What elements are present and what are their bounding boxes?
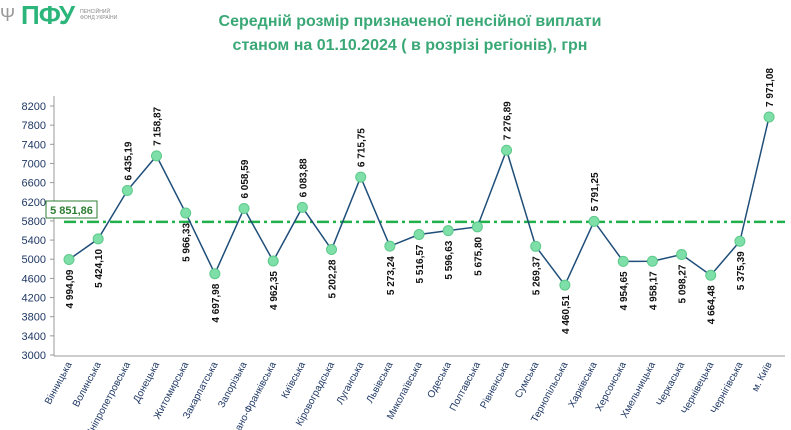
y-tick-label: 3800 bbox=[22, 312, 46, 324]
data-label: 7 971,08 bbox=[765, 68, 776, 107]
x-tick-label: Донецька bbox=[131, 360, 162, 405]
logo-mark: ПФУ bbox=[21, 0, 75, 30]
data-label: 5 273,24 bbox=[386, 256, 397, 295]
x-tick-label: Одеська bbox=[426, 360, 454, 400]
data-point bbox=[705, 269, 717, 281]
data-point bbox=[646, 255, 658, 267]
y-tick-label: 7800 bbox=[22, 120, 46, 132]
data-label: 6 058,59 bbox=[240, 159, 251, 198]
data-label: 4 994,09 bbox=[65, 269, 76, 308]
data-label: 5 098,27 bbox=[678, 264, 689, 303]
logo-text: ПЕНСІЙНИЙ ФОНД УКРАЇНИ bbox=[80, 9, 118, 21]
x-tick-label: м. Київ bbox=[750, 360, 775, 393]
x-tick-label: Луганська bbox=[335, 360, 367, 407]
x-tick-label: Сумська bbox=[513, 360, 541, 400]
data-point bbox=[763, 111, 775, 123]
data-label: 4 962,35 bbox=[269, 271, 280, 310]
data-point bbox=[734, 235, 746, 247]
y-tick-label: 5800 bbox=[22, 216, 46, 228]
data-label: 5 375,39 bbox=[736, 251, 747, 290]
x-tick-label: Харківська bbox=[567, 360, 600, 410]
data-label: 4 460,51 bbox=[561, 295, 572, 334]
y-tick-label: 3000 bbox=[22, 350, 46, 362]
data-point bbox=[151, 150, 163, 162]
x-tick-label: Київська bbox=[280, 360, 309, 401]
data-point bbox=[530, 240, 542, 252]
data-point bbox=[92, 233, 104, 245]
data-point bbox=[413, 228, 425, 240]
x-tick-label: Львівська bbox=[365, 360, 396, 405]
pfu-logo: Ψ ПФУ ПЕНСІЙНИЙ ФОНД УКРАЇНИ bbox=[0, 0, 120, 30]
data-point bbox=[326, 244, 338, 256]
average-label-box bbox=[45, 200, 98, 219]
data-point bbox=[442, 225, 454, 237]
average-label: 5 851,86 bbox=[50, 205, 93, 217]
data-point bbox=[559, 279, 571, 291]
y-tick-label: 3400 bbox=[22, 331, 46, 343]
data-point bbox=[588, 215, 600, 227]
y-tick-label: 6600 bbox=[22, 178, 46, 190]
data-label: 7 276,89 bbox=[503, 101, 514, 140]
data-label: 6 083,88 bbox=[298, 158, 309, 197]
data-label: 5 424,10 bbox=[94, 248, 105, 287]
data-point bbox=[296, 201, 308, 213]
data-label: 5 791,25 bbox=[590, 172, 601, 211]
data-label: 4 664,48 bbox=[707, 285, 718, 324]
y-tick-label: 4200 bbox=[22, 293, 46, 305]
data-label: 5 202,28 bbox=[328, 259, 339, 298]
data-label: 7 158,87 bbox=[153, 106, 164, 145]
data-label: 4 697,98 bbox=[211, 283, 222, 322]
x-tick-label: Волинська bbox=[71, 360, 104, 409]
y-tick-label: 7000 bbox=[22, 158, 46, 170]
x-tick-label: Вінницька bbox=[43, 360, 75, 407]
data-point bbox=[209, 268, 221, 280]
y-tick-label: 7400 bbox=[22, 139, 46, 151]
data-point bbox=[471, 221, 483, 233]
data-label: 6 435,19 bbox=[123, 141, 134, 180]
title-line-1: Середній розмір призначеної пенсійної ви… bbox=[218, 13, 602, 30]
data-point bbox=[501, 144, 513, 156]
title-line-2: станом на 01.10.2024 ( в розрізі регіоні… bbox=[232, 37, 588, 54]
y-tick-label: 5400 bbox=[22, 235, 46, 247]
data-point bbox=[676, 249, 688, 261]
data-point bbox=[238, 203, 250, 215]
data-label: 4 954,65 bbox=[619, 271, 630, 310]
data-point bbox=[63, 254, 75, 266]
data-label: 5 596,63 bbox=[444, 240, 455, 279]
data-point bbox=[384, 240, 396, 252]
x-tick-label: Запорізька bbox=[216, 360, 250, 410]
data-label: 5 269,37 bbox=[532, 256, 543, 295]
data-label: 5 966,33 bbox=[182, 223, 193, 262]
x-tick-label: Черкаська bbox=[655, 360, 688, 408]
y-tick-label: 8200 bbox=[22, 101, 46, 113]
y-tick-label: 4600 bbox=[22, 273, 46, 285]
x-tick-label: Рівненська bbox=[478, 360, 512, 411]
trident-icon: Ψ bbox=[0, 4, 16, 25]
chart-title: Середній розмір призначеної пенсійної ви… bbox=[180, 10, 640, 58]
data-label: 6 715,75 bbox=[357, 128, 368, 167]
y-tick-label: 5000 bbox=[22, 254, 46, 266]
data-point bbox=[121, 185, 133, 197]
data-point bbox=[180, 207, 192, 219]
data-point bbox=[617, 255, 629, 267]
data-point bbox=[267, 255, 279, 267]
data-point bbox=[355, 171, 367, 183]
y-tick-label: 6200 bbox=[22, 197, 46, 209]
data-label: 4 958,17 bbox=[648, 271, 659, 310]
data-label: 5 675,80 bbox=[473, 236, 484, 275]
data-label: 5 516,57 bbox=[415, 244, 426, 283]
